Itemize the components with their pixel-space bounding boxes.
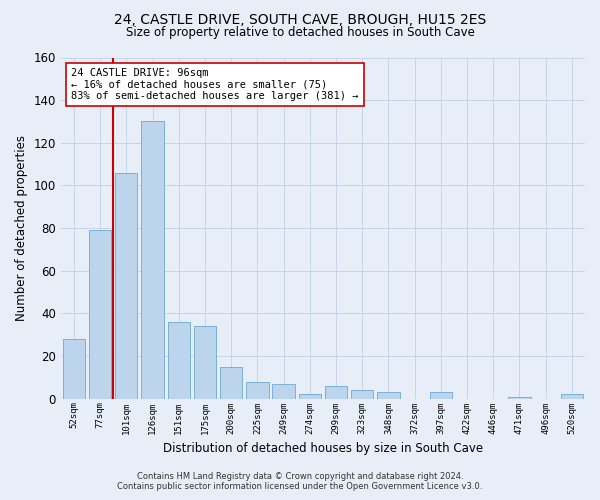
Bar bbox=[508, 396, 530, 398]
Bar bbox=[167, 322, 190, 398]
Text: 24, CASTLE DRIVE, SOUTH CAVE, BROUGH, HU15 2ES: 24, CASTLE DRIVE, SOUTH CAVE, BROUGH, HU… bbox=[114, 12, 486, 26]
Bar bbox=[430, 392, 452, 398]
Text: Size of property relative to detached houses in South Cave: Size of property relative to detached ho… bbox=[125, 26, 475, 39]
Bar bbox=[89, 230, 111, 398]
Text: 24 CASTLE DRIVE: 96sqm
← 16% of detached houses are smaller (75)
83% of semi-det: 24 CASTLE DRIVE: 96sqm ← 16% of detached… bbox=[71, 68, 359, 101]
Y-axis label: Number of detached properties: Number of detached properties bbox=[15, 135, 28, 321]
Text: Contains HM Land Registry data © Crown copyright and database right 2024.
Contai: Contains HM Land Registry data © Crown c… bbox=[118, 472, 482, 491]
Bar bbox=[325, 386, 347, 398]
Bar bbox=[220, 366, 242, 398]
Bar bbox=[115, 172, 137, 398]
Bar bbox=[272, 384, 295, 398]
Bar bbox=[63, 339, 85, 398]
X-axis label: Distribution of detached houses by size in South Cave: Distribution of detached houses by size … bbox=[163, 442, 483, 455]
Bar bbox=[377, 392, 400, 398]
Bar bbox=[194, 326, 216, 398]
Bar bbox=[351, 390, 373, 398]
Bar bbox=[142, 122, 164, 398]
Bar bbox=[299, 394, 321, 398]
Bar bbox=[246, 382, 269, 398]
Bar bbox=[561, 394, 583, 398]
